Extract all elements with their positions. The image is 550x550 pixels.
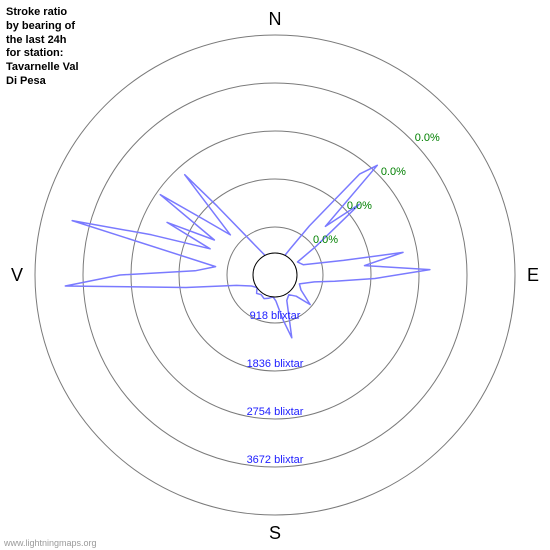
cardinal-N: N — [269, 9, 282, 29]
ring-label-count: 2754 blixtar — [247, 406, 304, 418]
ring-label-count: 3672 blixtar — [247, 454, 304, 466]
center-circle — [253, 253, 297, 297]
ring-label-percent: 0.0% — [381, 166, 406, 178]
ring-label-percent: 0.0% — [313, 234, 338, 246]
rose-polygon — [65, 165, 430, 337]
polar-chart: N E S V 918 blixtar 1836 blixtar 2754 blixtar… — [0, 0, 550, 550]
ring-label-count: 1836 blixtar — [247, 358, 304, 370]
cardinal-E: E — [527, 265, 539, 285]
cardinal-S: S — [269, 523, 281, 543]
ring-label-percent: 0.0% — [415, 132, 440, 144]
cardinal-W: V — [11, 265, 23, 285]
ring-label-count: 918 blixtar — [250, 310, 301, 322]
ring-label-percent: 0.0% — [347, 200, 372, 212]
